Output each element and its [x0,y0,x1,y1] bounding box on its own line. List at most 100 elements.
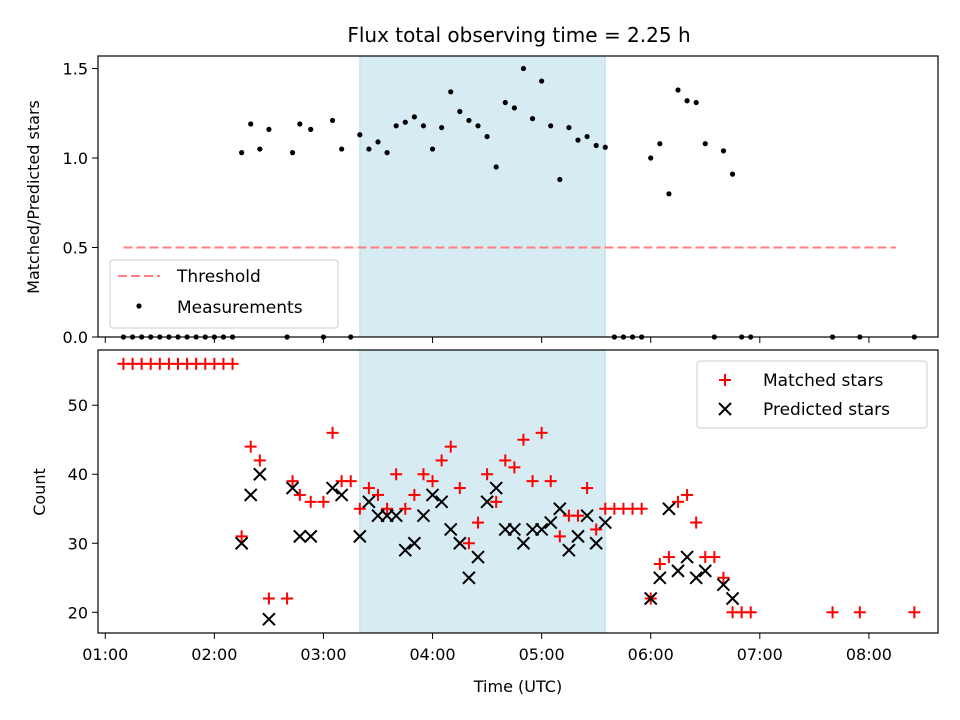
measurement-point [484,133,490,140]
measurement-point [384,150,390,156]
x-tick-label: 05:00 [519,645,565,664]
matched-star-point [293,488,306,501]
matched-star-point [508,461,521,474]
predicted-star-point [725,591,740,606]
matched-star-point [662,551,675,564]
y-tick-label: 50 [68,396,88,415]
bottom-legend: Matched stars Predicted stars [696,360,928,429]
measurement-point [402,119,408,125]
x-tick-label: 02:00 [191,645,237,664]
predicted-star-point [716,577,731,592]
y-tick-label: 20 [68,603,88,622]
matched-star-point [462,537,475,550]
measurement-point [575,137,581,143]
measurement-point [657,141,663,147]
measurement-point [584,133,590,140]
predicted-star-point [571,529,585,544]
matched-star-point [408,488,421,501]
predicted-star-point [553,502,567,516]
measurement-point [539,78,545,84]
measurement-point [289,150,296,156]
measurement-point [411,114,417,120]
matched-star-point [226,357,239,370]
matched-star-point [572,509,584,522]
measurement-point [457,108,463,115]
predicted-star-point [398,543,412,557]
matched-star-point [826,606,839,619]
predicted-star-point [462,571,476,585]
predicted-star-point [671,564,685,578]
matched-star-point [426,475,439,488]
predicted-star-point [689,571,703,585]
measurement-point [257,146,263,152]
measurement-point [393,123,399,129]
matched-star-point [744,606,757,619]
measurement-point [548,123,554,129]
legend-predicted-label: Predicted stars [763,400,890,420]
measurement-point [493,164,499,170]
predicted-star-point [434,495,449,509]
matched-star-point [544,475,557,488]
predicted-star-point [680,550,694,564]
matched-star-point [908,606,921,619]
predicted-star-point [362,495,376,509]
legend-predicted-swatch [718,402,732,416]
matched-star-point [390,468,403,481]
matched-star-point [553,530,566,543]
measurement-point [666,191,672,197]
predicted-star-point [471,550,485,564]
x-tick-label: 04:00 [409,645,455,664]
measurement-point [693,99,699,106]
matched-star-point [535,426,548,439]
top-shaded-region [359,55,606,338]
matched-star-point [417,468,430,481]
matched-star-point [853,606,866,619]
legend-measurements-label: Measurements [177,298,303,318]
matched-star-point [399,502,412,515]
measurement-point [566,124,572,131]
predicted-star-point [698,564,712,578]
y-tick-label: 30 [68,534,88,553]
bottom-y-axis-label: Count [30,468,49,516]
bottom-shaded-region [359,349,606,634]
predicted-star-point [507,522,522,537]
predicted-star-point [480,495,494,509]
predicted-star-point [389,508,403,523]
matched-star-point [281,592,294,605]
x-axis-label: Time (UTC) [473,677,562,696]
legend-matched-swatch [719,374,731,386]
top-y-axis-label: Matched/Predicted stars [24,100,43,294]
measurement-point [420,123,427,129]
top-legend-box [109,259,339,329]
predicted-star-point [453,536,467,550]
predicted-star-point [353,529,367,544]
y-tick-label: 1.5 [63,60,88,79]
predicted-star-point [653,571,667,585]
matched-star-point [581,482,594,495]
measurement-point [357,132,363,138]
predicted-star-point [244,488,258,502]
predicted-star-point [444,522,458,537]
predicted-star-point [534,522,549,537]
measurement-point [648,155,654,161]
matched-star-point [490,495,503,508]
measurement-point [593,142,599,149]
bottom-legend-box [696,360,928,429]
chart-title: Flux total observing time = 2.25 h [347,23,690,47]
measurement-point [366,146,372,152]
measurement-point [557,176,563,183]
legend-measurements-swatch [136,303,142,309]
matched-star-point [472,516,484,529]
measurement-point [684,98,690,104]
predicted-star-point [662,502,676,516]
matched-star-point [326,426,339,439]
measurement-point [375,139,381,145]
predicted-star-point [562,543,576,557]
matched-star-point [653,557,666,570]
measurement-point [297,121,303,127]
legend-matched-label: Matched stars [763,371,883,391]
matched-star-point [381,502,394,515]
measurement-point [675,87,681,93]
